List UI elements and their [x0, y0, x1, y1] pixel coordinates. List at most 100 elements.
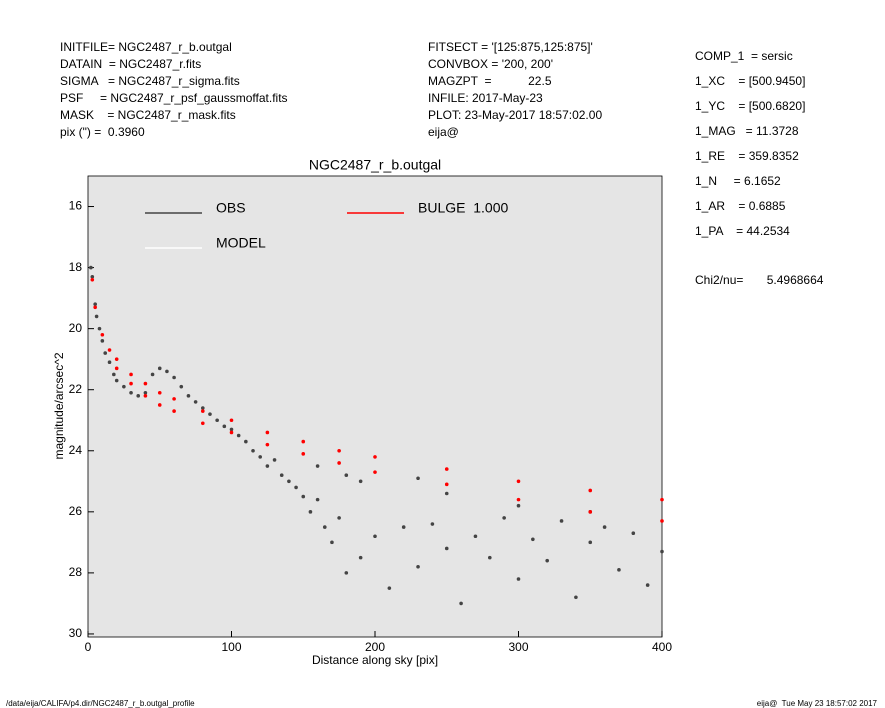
point — [129, 372, 133, 377]
header-right-line: 1_N = 6.1652 — [695, 174, 781, 188]
point — [208, 412, 212, 416]
header-middle-line: CONVBOX = '200, 200' — [428, 57, 553, 71]
point — [588, 510, 593, 514]
x-tick-label: 300 — [508, 640, 528, 654]
x-tick-label: 400 — [652, 640, 672, 654]
point — [100, 339, 105, 343]
header-left-line: DATAIN = NGC2487_r.fits — [60, 57, 201, 71]
point — [660, 497, 664, 502]
point — [129, 390, 133, 395]
point — [617, 568, 621, 572]
point — [358, 479, 363, 484]
point — [545, 558, 549, 563]
point — [172, 409, 176, 413]
point — [229, 430, 234, 435]
point — [301, 494, 306, 499]
legend-label: MODEL — [216, 235, 266, 251]
point — [373, 470, 377, 474]
legend-label: OBS — [216, 200, 246, 216]
point — [287, 479, 291, 484]
point — [574, 595, 578, 600]
point — [516, 577, 521, 581]
point — [201, 421, 205, 426]
header-middle-line: MAGZPT = 22.5 — [428, 74, 552, 88]
point — [265, 442, 270, 447]
point — [308, 510, 313, 514]
point — [301, 452, 306, 456]
point — [122, 384, 126, 389]
point — [516, 479, 521, 484]
point — [157, 403, 162, 407]
header-left-line: pix (") = 0.3960 — [60, 125, 145, 139]
header-right-line: 1_XC = [500.9450] — [695, 74, 805, 88]
y-tick-label: 24 — [69, 443, 83, 457]
point — [660, 519, 664, 523]
point — [129, 381, 133, 386]
header-middle-line: PLOT: 23-May-2017 18:57:02.00 — [428, 108, 602, 122]
x-tick-label: 100 — [221, 640, 241, 654]
point — [516, 497, 521, 502]
point — [559, 519, 564, 523]
point — [602, 525, 607, 529]
point — [179, 384, 184, 389]
point — [172, 375, 176, 380]
point — [588, 488, 593, 493]
point — [488, 555, 492, 560]
chart-title: NGC2487_r_b.outgal — [309, 157, 441, 173]
point — [157, 390, 162, 395]
point — [93, 302, 97, 307]
point — [444, 482, 449, 487]
y-axis-label: magnitude/arcsec^2 — [52, 352, 66, 459]
point — [401, 525, 406, 529]
point — [201, 409, 205, 413]
point — [330, 540, 334, 545]
point — [229, 427, 234, 432]
point — [459, 601, 463, 606]
point — [265, 430, 270, 435]
plot-area — [87, 175, 663, 638]
point — [272, 458, 277, 462]
point — [143, 390, 148, 395]
point — [103, 351, 108, 355]
header-left-line: MASK = NGC2487_r_mask.fits — [60, 108, 236, 122]
point — [502, 516, 506, 520]
point — [660, 549, 664, 554]
x-axis-label: Distance along sky [pix] — [312, 653, 438, 667]
point — [244, 439, 248, 444]
point — [94, 314, 99, 319]
header-right-line: 1_PA = 44.2534 — [695, 224, 790, 238]
point — [114, 366, 119, 371]
point — [97, 326, 102, 331]
point — [229, 418, 234, 423]
point — [516, 503, 521, 508]
point — [90, 278, 95, 282]
header-right-line: 1_RE = 359.8352 — [695, 149, 799, 163]
header-left-line: PSF = NGC2487_r_psf_gaussmoffat.fits — [60, 91, 288, 105]
point — [114, 357, 119, 361]
point — [473, 534, 478, 539]
point — [444, 546, 449, 551]
point — [344, 473, 349, 477]
point — [186, 394, 191, 398]
header-right-line: 1_YC = [500.6820] — [695, 99, 805, 113]
y-tick-label: 26 — [69, 504, 83, 518]
y-tick-label: 16 — [69, 199, 83, 213]
point — [416, 564, 420, 569]
header-right-line: 1_MAG = 11.3728 — [695, 124, 799, 138]
point — [150, 372, 155, 377]
header-right-line: 1_AR = 0.6885 — [695, 199, 786, 213]
footer-stamp: eija@ Tue May 23 18:57:02 2017 — [757, 699, 878, 708]
point — [373, 534, 377, 539]
point — [114, 378, 119, 383]
point — [100, 332, 105, 337]
point — [645, 583, 650, 587]
header-middle-line: eija@ — [428, 125, 459, 139]
y-tick-label: 22 — [69, 382, 83, 396]
point — [315, 497, 320, 502]
point — [107, 348, 112, 352]
point — [373, 455, 377, 459]
point — [588, 540, 593, 545]
point — [531, 537, 535, 542]
x-tick-label: 0 — [85, 640, 92, 654]
point — [387, 586, 392, 590]
